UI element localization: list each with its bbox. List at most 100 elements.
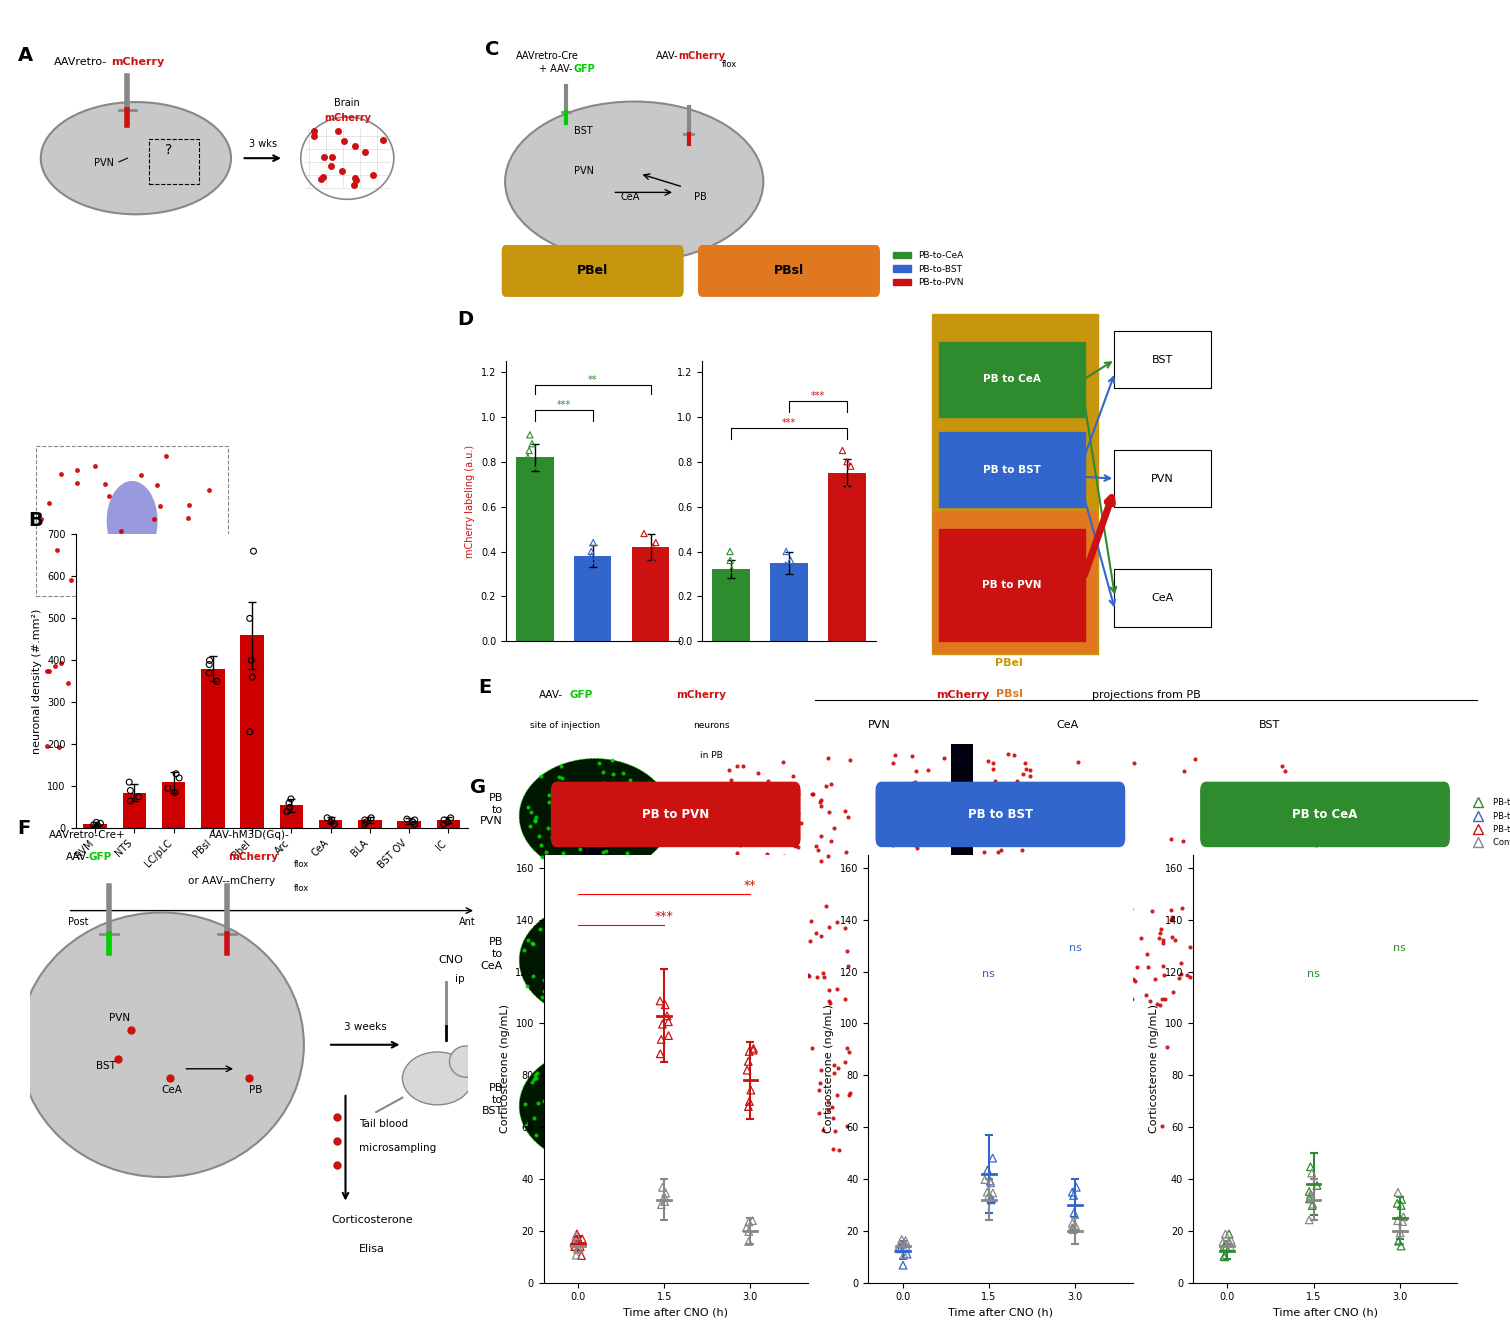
Point	[642, 552, 666, 573]
Point	[516, 440, 541, 461]
Ellipse shape	[468, 1034, 480, 1047]
Point	[577, 564, 601, 585]
Text: PB
to
BST: PB to BST	[482, 1083, 503, 1116]
Y-axis label: Corticosterone (ng/mL): Corticosterone (ng/mL)	[500, 1005, 510, 1133]
Text: ns: ns	[1394, 943, 1406, 953]
Text: CeA: CeA	[1151, 593, 1173, 603]
Point	[980, 1182, 1004, 1204]
Point	[563, 1236, 587, 1257]
Text: mCherry: mCherry	[676, 691, 726, 700]
Text: PBsl: PBsl	[995, 689, 1022, 699]
Bar	[436, 820, 461, 828]
Text: BST: BST	[1152, 354, 1173, 365]
Point	[1389, 1189, 1413, 1210]
Text: el: el	[711, 1148, 720, 1157]
Point	[156, 778, 180, 799]
Point	[565, 1225, 589, 1246]
Text: + AAV-: + AAV-	[539, 64, 572, 73]
FancyBboxPatch shape	[876, 783, 1125, 847]
Text: AAVretro-Cre: AAVretro-Cre	[516, 51, 578, 60]
Point	[86, 815, 110, 836]
Point	[518, 424, 542, 445]
Text: AAVretro-: AAVretro-	[54, 56, 107, 67]
Point	[831, 440, 855, 461]
Text: projections from PB: projections from PB	[1092, 691, 1200, 700]
FancyBboxPatch shape	[699, 246, 879, 297]
Point	[1297, 1209, 1321, 1230]
Point	[655, 1005, 680, 1026]
Text: PB to BST: PB to BST	[968, 808, 1033, 820]
Text: AAV-hM3D(Gq)-: AAV-hM3D(Gq)-	[208, 830, 290, 840]
Point	[838, 456, 862, 477]
Point	[569, 1245, 593, 1267]
Point	[719, 577, 743, 599]
Point	[198, 663, 222, 684]
Point	[737, 1090, 761, 1112]
Text: PB
to
CeA: PB to CeA	[480, 938, 503, 970]
Point	[1299, 1156, 1323, 1177]
Point	[1060, 1217, 1084, 1238]
Point	[359, 807, 384, 828]
Text: PVN: PVN	[574, 166, 595, 175]
Text: ns: ns	[1308, 969, 1320, 979]
Point	[1213, 1245, 1237, 1267]
Point	[278, 796, 302, 818]
Point	[651, 1014, 675, 1035]
Point	[239, 649, 263, 671]
Point	[275, 800, 299, 822]
Point	[713, 568, 737, 589]
Y-axis label: Corticosterone (ng/mL): Corticosterone (ng/mL)	[1149, 1005, 1160, 1133]
Point	[320, 810, 344, 831]
Point	[1062, 1202, 1086, 1224]
Point	[580, 545, 604, 566]
Text: mCherry: mCherry	[228, 851, 278, 862]
Point	[1389, 1236, 1413, 1257]
Text: B: B	[29, 510, 44, 530]
Text: PB to BST: PB to BST	[983, 465, 1040, 474]
Text: AAV-: AAV-	[66, 851, 91, 862]
Text: BST: BST	[574, 126, 593, 135]
Point	[316, 807, 340, 828]
Point	[737, 1230, 761, 1252]
FancyBboxPatch shape	[932, 314, 1098, 653]
Point	[734, 1217, 758, 1238]
Point	[163, 782, 187, 803]
Text: BLA: BLA	[272, 743, 291, 752]
X-axis label: Time after CNO (h): Time after CNO (h)	[1273, 1308, 1377, 1317]
Legend: PB-to-CeA, PB-to-BST, PB-to-PVN: PB-to-CeA, PB-to-BST, PB-to-PVN	[889, 247, 966, 291]
Y-axis label: Corticosterone (ng/mL): Corticosterone (ng/mL)	[824, 1005, 835, 1133]
Text: microsampling: microsampling	[359, 1142, 436, 1153]
Point	[1300, 1162, 1324, 1184]
Point	[717, 541, 741, 562]
Text: GFP: GFP	[89, 851, 112, 862]
Point	[1300, 1194, 1324, 1216]
Text: D: D	[458, 310, 473, 329]
Point	[737, 1050, 761, 1071]
Point	[888, 1238, 912, 1260]
Text: BST: BST	[1259, 720, 1280, 729]
Point	[403, 814, 427, 835]
Point	[400, 811, 424, 832]
Point	[568, 1238, 592, 1260]
Text: neurons: neurons	[693, 721, 729, 729]
Point	[978, 1189, 1003, 1210]
Point	[1297, 1181, 1321, 1202]
Point	[237, 608, 261, 629]
Point	[720, 558, 744, 580]
Point	[894, 1230, 918, 1252]
Point	[835, 478, 859, 500]
Point	[837, 492, 861, 513]
Point	[657, 1025, 681, 1046]
Point	[1062, 1218, 1086, 1240]
Text: Tail blood: Tail blood	[359, 1118, 408, 1129]
Text: PB to PVN: PB to PVN	[982, 580, 1042, 591]
Point	[649, 1194, 673, 1216]
Bar	[827, 473, 865, 641]
Point	[578, 550, 602, 572]
Bar	[397, 820, 421, 828]
Y-axis label: neuronal density (#.mm²): neuronal density (#.mm²)	[32, 609, 42, 754]
Ellipse shape	[504, 102, 764, 262]
Text: A: A	[18, 45, 33, 65]
Ellipse shape	[519, 1049, 670, 1164]
X-axis label: Time after CNO (h): Time after CNO (h)	[948, 1308, 1052, 1317]
